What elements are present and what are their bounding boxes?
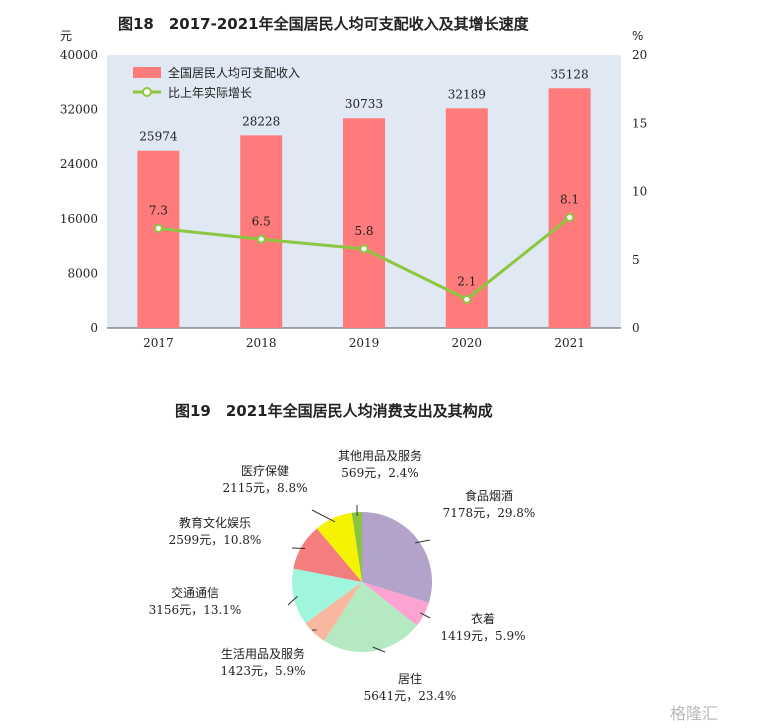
left-tick-label: 24000 bbox=[60, 157, 98, 171]
income-bar bbox=[548, 88, 591, 328]
income-bar bbox=[343, 118, 385, 328]
pie-labels: 食品烟酒 7178元，29.8% 衣着 1419元，5.9% 居住 5641元，23.4%… bbox=[149, 448, 536, 703]
pie-slice bbox=[305, 582, 362, 641]
right-tick-label: 20 bbox=[632, 48, 647, 62]
left-tick-label: 16000 bbox=[60, 212, 98, 226]
pie-leader-line bbox=[291, 547, 306, 550]
legend-swatch-income bbox=[133, 67, 161, 78]
growth-label: 6.5 bbox=[252, 214, 271, 228]
growth-line: 7.3 6.5 5.8 2.1 8.1 bbox=[149, 192, 579, 304]
left-tick-label: 8000 bbox=[67, 266, 98, 280]
growth-point bbox=[256, 234, 266, 244]
pie-slice-value: 569元，2.4% bbox=[341, 466, 418, 480]
chart2-title: 图19 2021年全国居民人均消费支出及其构成 bbox=[175, 402, 493, 420]
income-bar-labels: 25974 28228 30733 32189 35128 bbox=[139, 67, 588, 143]
right-tick-label: 10 bbox=[632, 185, 647, 199]
x-axis-ticks: 2017 2018 2019 2020 2021 bbox=[143, 336, 585, 350]
pie-slice-value: 7178元，29.8% bbox=[443, 506, 536, 520]
legend-label-income: 全国居民人均可支配收入 bbox=[168, 65, 300, 80]
right-axis-ticks: 0 5 10 15 20 bbox=[632, 48, 647, 335]
income-bars bbox=[137, 88, 591, 328]
pie-slice bbox=[362, 512, 432, 603]
left-axis-ticks: 0 8000 16000 24000 32000 40000 bbox=[60, 48, 98, 335]
growth-point bbox=[153, 223, 163, 233]
x-tick-label: 2017 bbox=[143, 336, 174, 350]
pie-slice-name: 食品烟酒 bbox=[465, 488, 513, 503]
pie-slice-value: 1423元，5.9% bbox=[220, 664, 305, 678]
right-tick-label: 0 bbox=[632, 321, 640, 335]
pie-slice-name: 交通通信 bbox=[171, 585, 219, 600]
pie-slice bbox=[351, 512, 362, 582]
growth-label: 2.1 bbox=[457, 274, 476, 288]
growth-point bbox=[359, 244, 369, 254]
chart1-legend: 全国居民人均可支配收入 比上年实际增长 bbox=[133, 65, 300, 100]
pie-slice-value: 3156元，13.1% bbox=[149, 603, 242, 617]
growth-label: 7.3 bbox=[149, 203, 168, 217]
consumption-pie-chart: 食品烟酒 7178元，29.8% 衣着 1419元，5.9% 居住 5641元，23.4%… bbox=[149, 448, 536, 703]
x-tick-label: 2020 bbox=[452, 336, 483, 350]
left-axis-unit: 元 bbox=[60, 29, 72, 43]
pie-slice-name: 衣着 bbox=[471, 611, 495, 626]
pie-leader-line bbox=[420, 612, 431, 619]
chart1-title: 图18 2017-2021年全国居民人均可支配收入及其增长速度 bbox=[118, 15, 529, 33]
left-tick-label: 0 bbox=[90, 321, 98, 335]
income-bar bbox=[240, 135, 283, 328]
right-axis-unit: % bbox=[632, 29, 643, 43]
income-bar-label: 25974 bbox=[139, 130, 178, 144]
pie-slices bbox=[292, 512, 432, 652]
pie-slice bbox=[316, 512, 362, 582]
income-bar-label: 32189 bbox=[448, 87, 486, 101]
left-tick-label: 32000 bbox=[60, 103, 98, 117]
x-tick-label: 2018 bbox=[246, 336, 277, 350]
pie-leader-lines bbox=[287, 504, 431, 653]
pie-leader-line bbox=[415, 539, 431, 544]
pie-leader-line bbox=[311, 509, 336, 523]
x-tick-label: 2019 bbox=[349, 336, 380, 350]
legend-marker-growth bbox=[142, 87, 152, 97]
growth-point bbox=[462, 294, 472, 304]
pie-slice-name: 居住 bbox=[398, 672, 422, 686]
income-bar-label: 35128 bbox=[551, 67, 589, 81]
left-tick-label: 40000 bbox=[60, 48, 98, 62]
pie-slice-value: 5641元，23.4% bbox=[364, 689, 457, 703]
pie-slice bbox=[292, 568, 362, 624]
pie-slice-name: 教育文化娱乐 bbox=[179, 515, 251, 530]
pie-slice-name: 生活用品及服务 bbox=[221, 646, 305, 661]
growth-label: 8.1 bbox=[560, 192, 579, 206]
pie-slice-name: 医疗保健 bbox=[241, 464, 289, 478]
pie-leader-line bbox=[287, 595, 298, 606]
x-tick-label: 2021 bbox=[554, 336, 585, 350]
legend-label-growth: 比上年实际增长 bbox=[168, 85, 252, 100]
growth-label: 5.8 bbox=[354, 224, 373, 238]
right-tick-label: 15 bbox=[632, 116, 647, 130]
growth-point bbox=[565, 212, 575, 222]
right-tick-label: 5 bbox=[632, 253, 640, 267]
pie-leader-line bbox=[372, 646, 386, 653]
pie-slice bbox=[362, 582, 429, 626]
watermark-logo: 格隆汇 bbox=[670, 704, 719, 723]
pie-slice-value: 2115元，8.8% bbox=[222, 481, 307, 495]
income-bar-label: 28228 bbox=[242, 114, 280, 128]
pie-slice bbox=[293, 528, 362, 582]
pie-slice-value: 1419元，5.9% bbox=[440, 629, 525, 643]
income-bar-label: 30733 bbox=[345, 97, 383, 111]
pie-slice bbox=[324, 582, 417, 652]
income-bar-line-chart: 元 % 0 8000 16000 24000 32000 40000 0 5 10 15 20 2… bbox=[60, 29, 647, 350]
pie-slice-value: 2599元，10.8% bbox=[169, 533, 262, 547]
income-bar bbox=[137, 150, 180, 328]
pie-slice-name: 其他用品及服务 bbox=[338, 448, 422, 463]
